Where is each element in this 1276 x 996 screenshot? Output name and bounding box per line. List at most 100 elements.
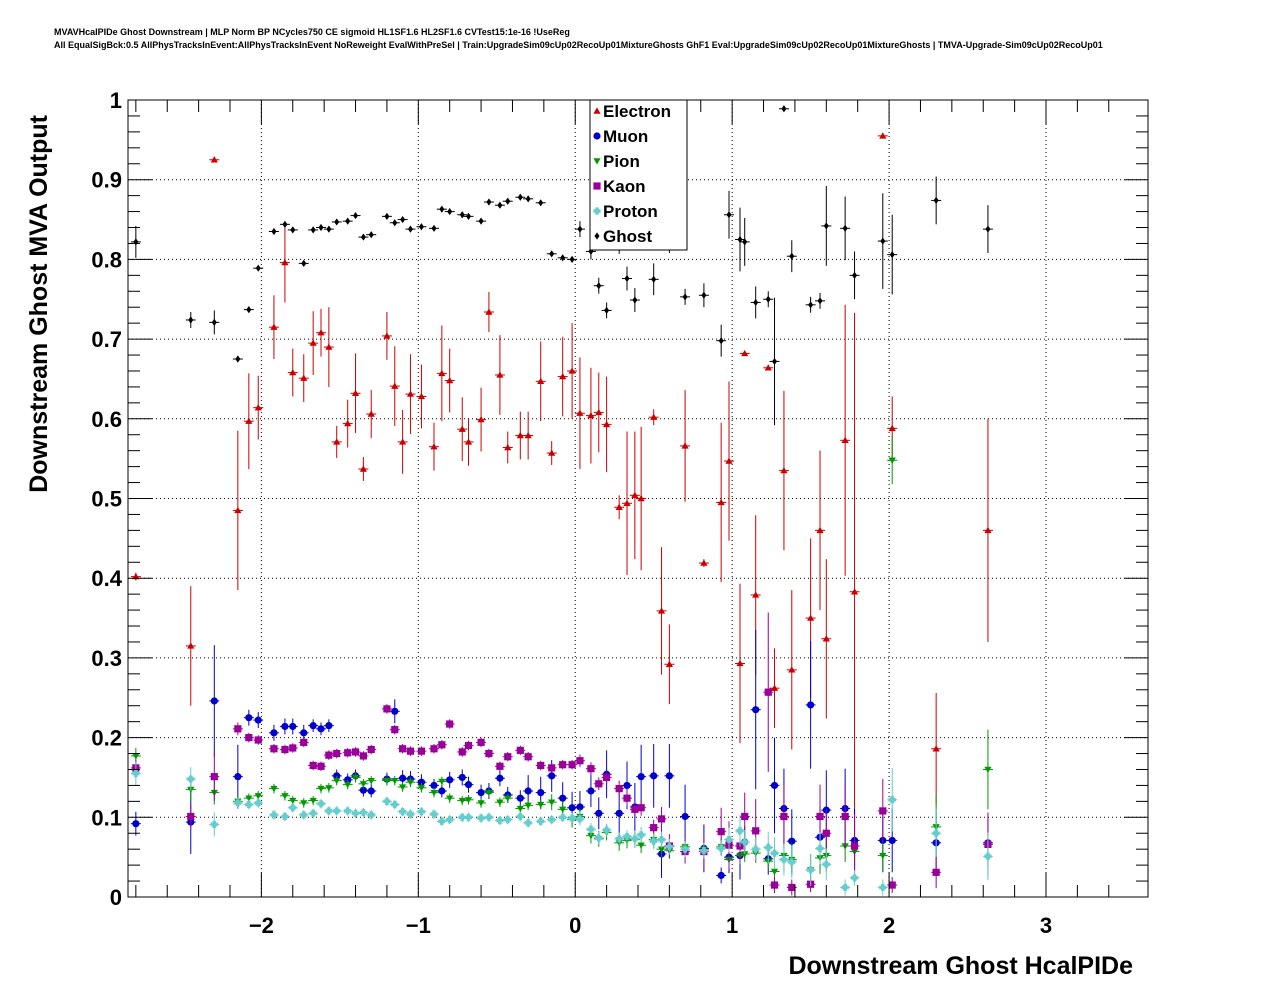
electron-point [752, 591, 760, 598]
ghost-point [439, 205, 445, 213]
pion-point [559, 806, 567, 813]
muon-point [359, 786, 367, 794]
proton-point [822, 860, 830, 868]
chart-title-line-1: MVAVHcalPIDe Ghost Downstream | MLP Norm… [54, 27, 570, 37]
proton-point [391, 800, 399, 809]
proton-point [524, 819, 532, 827]
pion-point [281, 793, 289, 800]
ghost-point [596, 282, 602, 290]
pion-point [351, 774, 360, 782]
ghost-point [353, 211, 359, 220]
electron-point [631, 491, 639, 499]
kaon-point [344, 749, 352, 757]
electron-point [700, 559, 708, 566]
pion-point [132, 753, 140, 760]
electron-point [300, 374, 308, 381]
muon-point [399, 774, 407, 782]
proton-point [417, 808, 426, 816]
kaon-point [325, 751, 333, 759]
electron-point [187, 642, 195, 649]
y-tick-label: 0.4 [91, 566, 122, 591]
muon-point [587, 787, 595, 795]
proton-point [888, 796, 896, 804]
electron-point [932, 745, 940, 752]
muon-point [623, 781, 631, 790]
muon-point [281, 722, 289, 731]
electron-point [548, 449, 556, 456]
ghost-point [310, 226, 316, 234]
kaon-point [623, 794, 631, 802]
kaon-point [504, 753, 512, 761]
muon-point [559, 794, 567, 802]
kaon-point [631, 805, 639, 813]
pion-point [879, 852, 887, 860]
kaon-point [587, 765, 595, 773]
proton-point [725, 836, 733, 844]
kaon-point [399, 745, 407, 753]
y-tick-label: 0.6 [91, 407, 122, 432]
kaon-point [741, 812, 749, 821]
kaon-point [351, 748, 360, 756]
proton-point [438, 817, 446, 825]
proton-point [576, 815, 584, 823]
ghost-point [726, 211, 732, 219]
electron-point [657, 607, 666, 614]
ghost-point [447, 207, 453, 216]
ghost-point [271, 227, 277, 236]
proton-point [430, 810, 438, 818]
pion-point [270, 785, 278, 793]
ghost-point [360, 233, 366, 241]
proton-point [780, 855, 788, 864]
ghost-point [188, 316, 194, 324]
proton-point [623, 832, 631, 841]
proton-point [254, 799, 262, 807]
proton-point [650, 837, 658, 845]
pion-point [300, 800, 308, 807]
proton-point [984, 852, 992, 860]
muon-point [300, 729, 308, 737]
kaon-point [270, 745, 278, 753]
proton-point [717, 844, 725, 852]
pion-point [254, 793, 262, 800]
muon-point [637, 773, 645, 781]
legend-box [589, 99, 688, 251]
electron-point [841, 436, 849, 444]
kaon-point [603, 773, 611, 782]
kaon-point [650, 824, 658, 832]
ghost-point [682, 293, 688, 301]
kaon-point [548, 764, 556, 772]
electron-point [879, 132, 887, 139]
ghost-point [326, 225, 332, 233]
proton-point [300, 811, 308, 819]
kaon-point [254, 736, 262, 744]
pion-point [417, 785, 426, 792]
electron-point [576, 409, 584, 416]
pion-point [359, 781, 367, 788]
ghost-point [772, 357, 778, 366]
muon-point [650, 772, 658, 780]
pion-point [504, 795, 512, 802]
muon-point [289, 722, 297, 731]
proton-point [932, 829, 940, 837]
proton-point [132, 769, 140, 778]
legend-label-pion: Pion [603, 152, 640, 171]
proton-point [317, 800, 325, 808]
proton-point [504, 816, 512, 824]
pion-point [344, 781, 352, 789]
ghost-point [889, 251, 895, 259]
electron-point [496, 371, 504, 378]
electron-point [615, 503, 623, 510]
ghost-point [538, 199, 544, 207]
proton-point [516, 812, 524, 821]
muon-point [548, 772, 556, 780]
electron-point [770, 684, 779, 691]
pion-point [984, 766, 992, 774]
muon-point [770, 781, 779, 790]
legend-marker-proton [593, 207, 601, 215]
kaon-point [770, 881, 779, 889]
electron-point [485, 308, 493, 315]
muon-point [417, 778, 426, 786]
pion-point [391, 777, 399, 785]
kaon-point [485, 749, 493, 758]
kaon-point [559, 761, 567, 769]
